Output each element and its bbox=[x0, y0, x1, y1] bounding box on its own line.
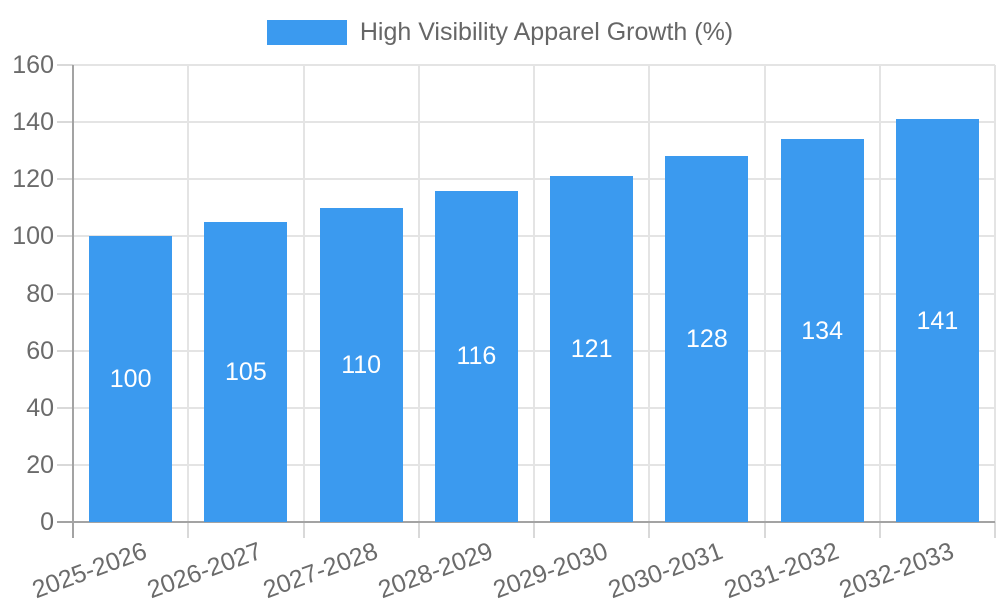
x-tick-label: 2027-2028 bbox=[259, 536, 382, 600]
bar-2029-2030[interactable]: 121 bbox=[550, 176, 634, 522]
y-axis-tick bbox=[57, 406, 73, 409]
y-tick-label: 0 bbox=[40, 508, 54, 536]
y-axis-tick bbox=[57, 121, 73, 124]
bar-2032-2033[interactable]: 141 bbox=[895, 119, 979, 522]
y-axis-tick bbox=[57, 349, 73, 352]
x-axis-line bbox=[57, 521, 995, 523]
x-tick-label: 2031-2032 bbox=[720, 536, 843, 600]
bar-value-label: 121 bbox=[570, 335, 613, 364]
bar-value-label: 110 bbox=[341, 350, 382, 379]
bar-value-label: 116 bbox=[456, 342, 497, 371]
x-tick-label: 2028-2029 bbox=[374, 536, 497, 600]
gridline-vertical bbox=[994, 65, 996, 522]
gridline-vertical bbox=[878, 65, 881, 522]
gridline-vertical bbox=[648, 65, 651, 522]
gridline-vertical bbox=[187, 65, 190, 522]
y-axis-tick bbox=[57, 463, 73, 466]
y-tick-label: 140 bbox=[12, 108, 54, 137]
gridline-vertical bbox=[533, 65, 535, 522]
x-axis-tick bbox=[187, 522, 190, 538]
chart-legend[interactable]: High Visibility Apparel Growth (%) bbox=[0, 17, 1000, 47]
x-tick-label: 2030-2031 bbox=[604, 536, 727, 600]
y-tick-label: 120 bbox=[12, 165, 54, 194]
x-axis-tick bbox=[648, 522, 651, 538]
legend-label: High Visibility Apparel Growth (%) bbox=[359, 18, 734, 46]
bar-value-label: 141 bbox=[916, 306, 959, 335]
y-axis-tick bbox=[57, 235, 73, 238]
gridline-vertical bbox=[302, 65, 305, 522]
x-axis-tick bbox=[533, 522, 535, 538]
bar-value-label: 134 bbox=[801, 316, 843, 345]
y-tick-label: 80 bbox=[26, 279, 54, 308]
bar-2025-2026[interactable]: 100 bbox=[89, 236, 173, 522]
y-tick-label: 60 bbox=[26, 336, 54, 365]
y-axis-line bbox=[72, 65, 74, 538]
x-axis-tick bbox=[878, 522, 881, 538]
bar-2027-2028[interactable]: 110 bbox=[319, 207, 403, 522]
y-tick-label: 20 bbox=[26, 450, 54, 479]
legend-swatch bbox=[266, 19, 347, 45]
x-tick-label: 2029-2030 bbox=[489, 536, 612, 600]
x-axis-tick bbox=[417, 522, 420, 538]
x-axis-tick bbox=[302, 522, 305, 538]
y-tick-label: 100 bbox=[12, 222, 54, 251]
gridline-vertical bbox=[763, 65, 766, 522]
y-tick-label: 160 bbox=[12, 51, 54, 79]
bar-2031-2032[interactable]: 134 bbox=[780, 139, 864, 522]
y-axis-tick bbox=[57, 178, 73, 181]
x-tick-label: 2025-2026 bbox=[28, 536, 151, 600]
y-axis-tick bbox=[57, 64, 73, 66]
bar-2028-2029[interactable]: 116 bbox=[434, 190, 518, 522]
y-axis-tick bbox=[57, 292, 73, 295]
x-tick-label: 2026-2027 bbox=[143, 536, 266, 600]
x-axis-tick bbox=[994, 522, 996, 538]
x-tick-label: 2032-2033 bbox=[835, 536, 958, 600]
gridline-vertical bbox=[417, 65, 420, 522]
y-tick-label: 40 bbox=[26, 393, 54, 422]
bar-2026-2027[interactable]: 105 bbox=[204, 222, 288, 522]
bar-value-label: 100 bbox=[109, 365, 152, 394]
bar-value-label: 105 bbox=[225, 358, 267, 387]
x-axis-tick bbox=[763, 522, 766, 538]
bar-value-label: 128 bbox=[686, 325, 728, 354]
bar-2030-2031[interactable]: 128 bbox=[665, 156, 749, 522]
